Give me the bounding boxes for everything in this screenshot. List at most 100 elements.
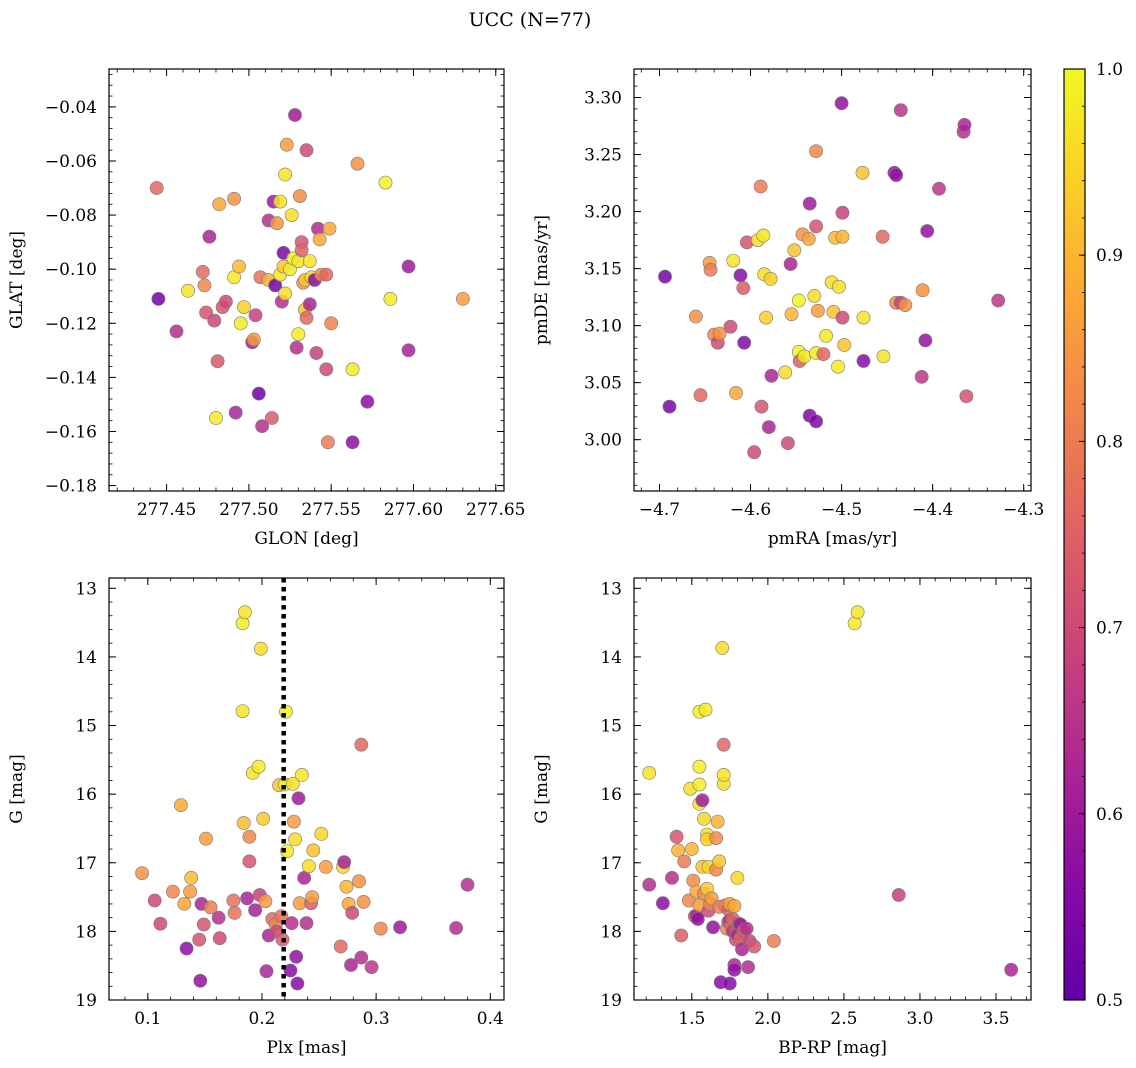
scatter-point xyxy=(736,281,751,295)
scatter-point xyxy=(1004,962,1019,977)
scatter-point xyxy=(378,175,393,190)
scatter-point xyxy=(289,949,304,964)
scatter-point xyxy=(737,335,752,350)
scatter-point xyxy=(677,854,692,869)
y-tick-label: 3.00 xyxy=(584,431,622,451)
scatter-point xyxy=(179,941,194,956)
scatter-point xyxy=(314,827,329,841)
scatter-point xyxy=(703,262,718,277)
scatter-point xyxy=(364,960,379,974)
scatter-point xyxy=(210,354,225,369)
scatter-point xyxy=(302,297,317,312)
scatter-point xyxy=(253,641,268,656)
x-tick-label: 0.4 xyxy=(477,1009,504,1029)
x-axis-label: Plx [mas] xyxy=(266,1038,346,1058)
scatter-point xyxy=(692,759,707,774)
scatter-point xyxy=(193,973,208,988)
colorbar-tick-label: 1.0 xyxy=(1096,60,1123,80)
scatter-point xyxy=(354,737,369,752)
scatter-point xyxy=(199,831,213,846)
scatter-point xyxy=(278,286,292,301)
scatter-point xyxy=(279,704,293,719)
scatter-point xyxy=(449,921,463,935)
x-tick-label: 277.65 xyxy=(466,500,525,520)
scatter-point xyxy=(294,243,309,258)
scatter-point xyxy=(712,854,727,869)
scatter-point xyxy=(918,333,933,348)
y-tick-label: 3.30 xyxy=(584,89,622,109)
y-axis-label: pmDE [mas/yr] xyxy=(532,215,552,345)
scatter-point xyxy=(373,921,388,936)
scatter-point xyxy=(289,340,304,355)
scatter-point xyxy=(753,179,768,194)
x-tick-label: 277.45 xyxy=(137,500,196,520)
scatter-point xyxy=(893,103,908,117)
scatter-point xyxy=(914,369,929,384)
scatter-point xyxy=(227,191,241,206)
scatter-point xyxy=(706,920,720,935)
scatter-point xyxy=(693,388,708,403)
scatter-point xyxy=(192,932,207,947)
y-tick-label: 13 xyxy=(600,579,622,599)
scatter-point xyxy=(401,259,416,274)
scatter-point xyxy=(278,167,292,182)
scatter-point xyxy=(741,960,755,974)
scatter-point xyxy=(258,894,273,909)
scatter-point xyxy=(709,831,723,845)
scatter-point xyxy=(739,921,754,936)
scatter-point xyxy=(177,897,192,911)
scatter-point xyxy=(959,389,974,404)
y-tick-label: 14 xyxy=(600,648,622,668)
scatter-point xyxy=(149,181,164,195)
scatter-point xyxy=(237,300,251,314)
scatter-point xyxy=(697,811,711,826)
scatter-point xyxy=(727,962,742,977)
x-tick-label: −4.4 xyxy=(912,500,953,520)
y-tick-label: 16 xyxy=(600,785,622,805)
scatter-point xyxy=(797,349,812,364)
scatter-point xyxy=(837,338,852,352)
scatter-point xyxy=(352,874,366,889)
scatter-point xyxy=(181,283,195,298)
scatter-point xyxy=(290,976,305,991)
scatter-points xyxy=(658,96,1006,460)
x-tick-label: 0.1 xyxy=(134,1009,161,1029)
scatter-point xyxy=(319,267,334,282)
scatter-point xyxy=(211,910,226,925)
scatter-point xyxy=(856,354,871,368)
scatter-point xyxy=(669,829,684,844)
scatter-point xyxy=(710,814,725,829)
scatter-point xyxy=(209,411,223,425)
scatter-point xyxy=(855,165,870,180)
scatter-point xyxy=(195,264,210,279)
scatter-point xyxy=(991,293,1006,308)
scatter-point xyxy=(819,328,833,343)
scatter-point xyxy=(320,435,335,450)
scatter-point xyxy=(242,829,257,844)
scatter-point xyxy=(207,313,222,328)
scatter-point xyxy=(889,168,904,182)
scatter-point xyxy=(259,964,274,979)
x-tick-label: −4.3 xyxy=(1003,500,1044,520)
scatter-point xyxy=(756,228,771,243)
scatter-point xyxy=(811,303,825,318)
colorbar-tick-label: 0.9 xyxy=(1096,246,1123,266)
scatter-point xyxy=(264,411,279,425)
axes-frame xyxy=(108,577,505,1001)
scatter-point xyxy=(286,814,301,829)
scatter-panel-3: 0.1 0.2 0.3 0.4 13 14 15 16 17 18 19 Plx [mas] G [ma… xyxy=(7,577,505,1058)
scatter-point xyxy=(695,793,710,808)
panels: 277.45 277.50 277.55 277.60 277.65 −0.04 −0.06… xyxy=(7,68,1044,1058)
scatter-point xyxy=(291,791,306,806)
figure-title: UCC (N=77) xyxy=(469,9,592,31)
scatter-point xyxy=(294,768,309,782)
scatter-point xyxy=(183,884,197,899)
x-tick-label: 3.5 xyxy=(982,1009,1009,1029)
colorbar-tick-label: 0.7 xyxy=(1096,619,1123,639)
scatter-point xyxy=(915,283,930,298)
scatter-point xyxy=(240,891,254,906)
scatter-point xyxy=(716,737,731,752)
scatter-point xyxy=(875,229,890,244)
scatter-point xyxy=(835,229,850,244)
scatter-point xyxy=(248,308,263,323)
